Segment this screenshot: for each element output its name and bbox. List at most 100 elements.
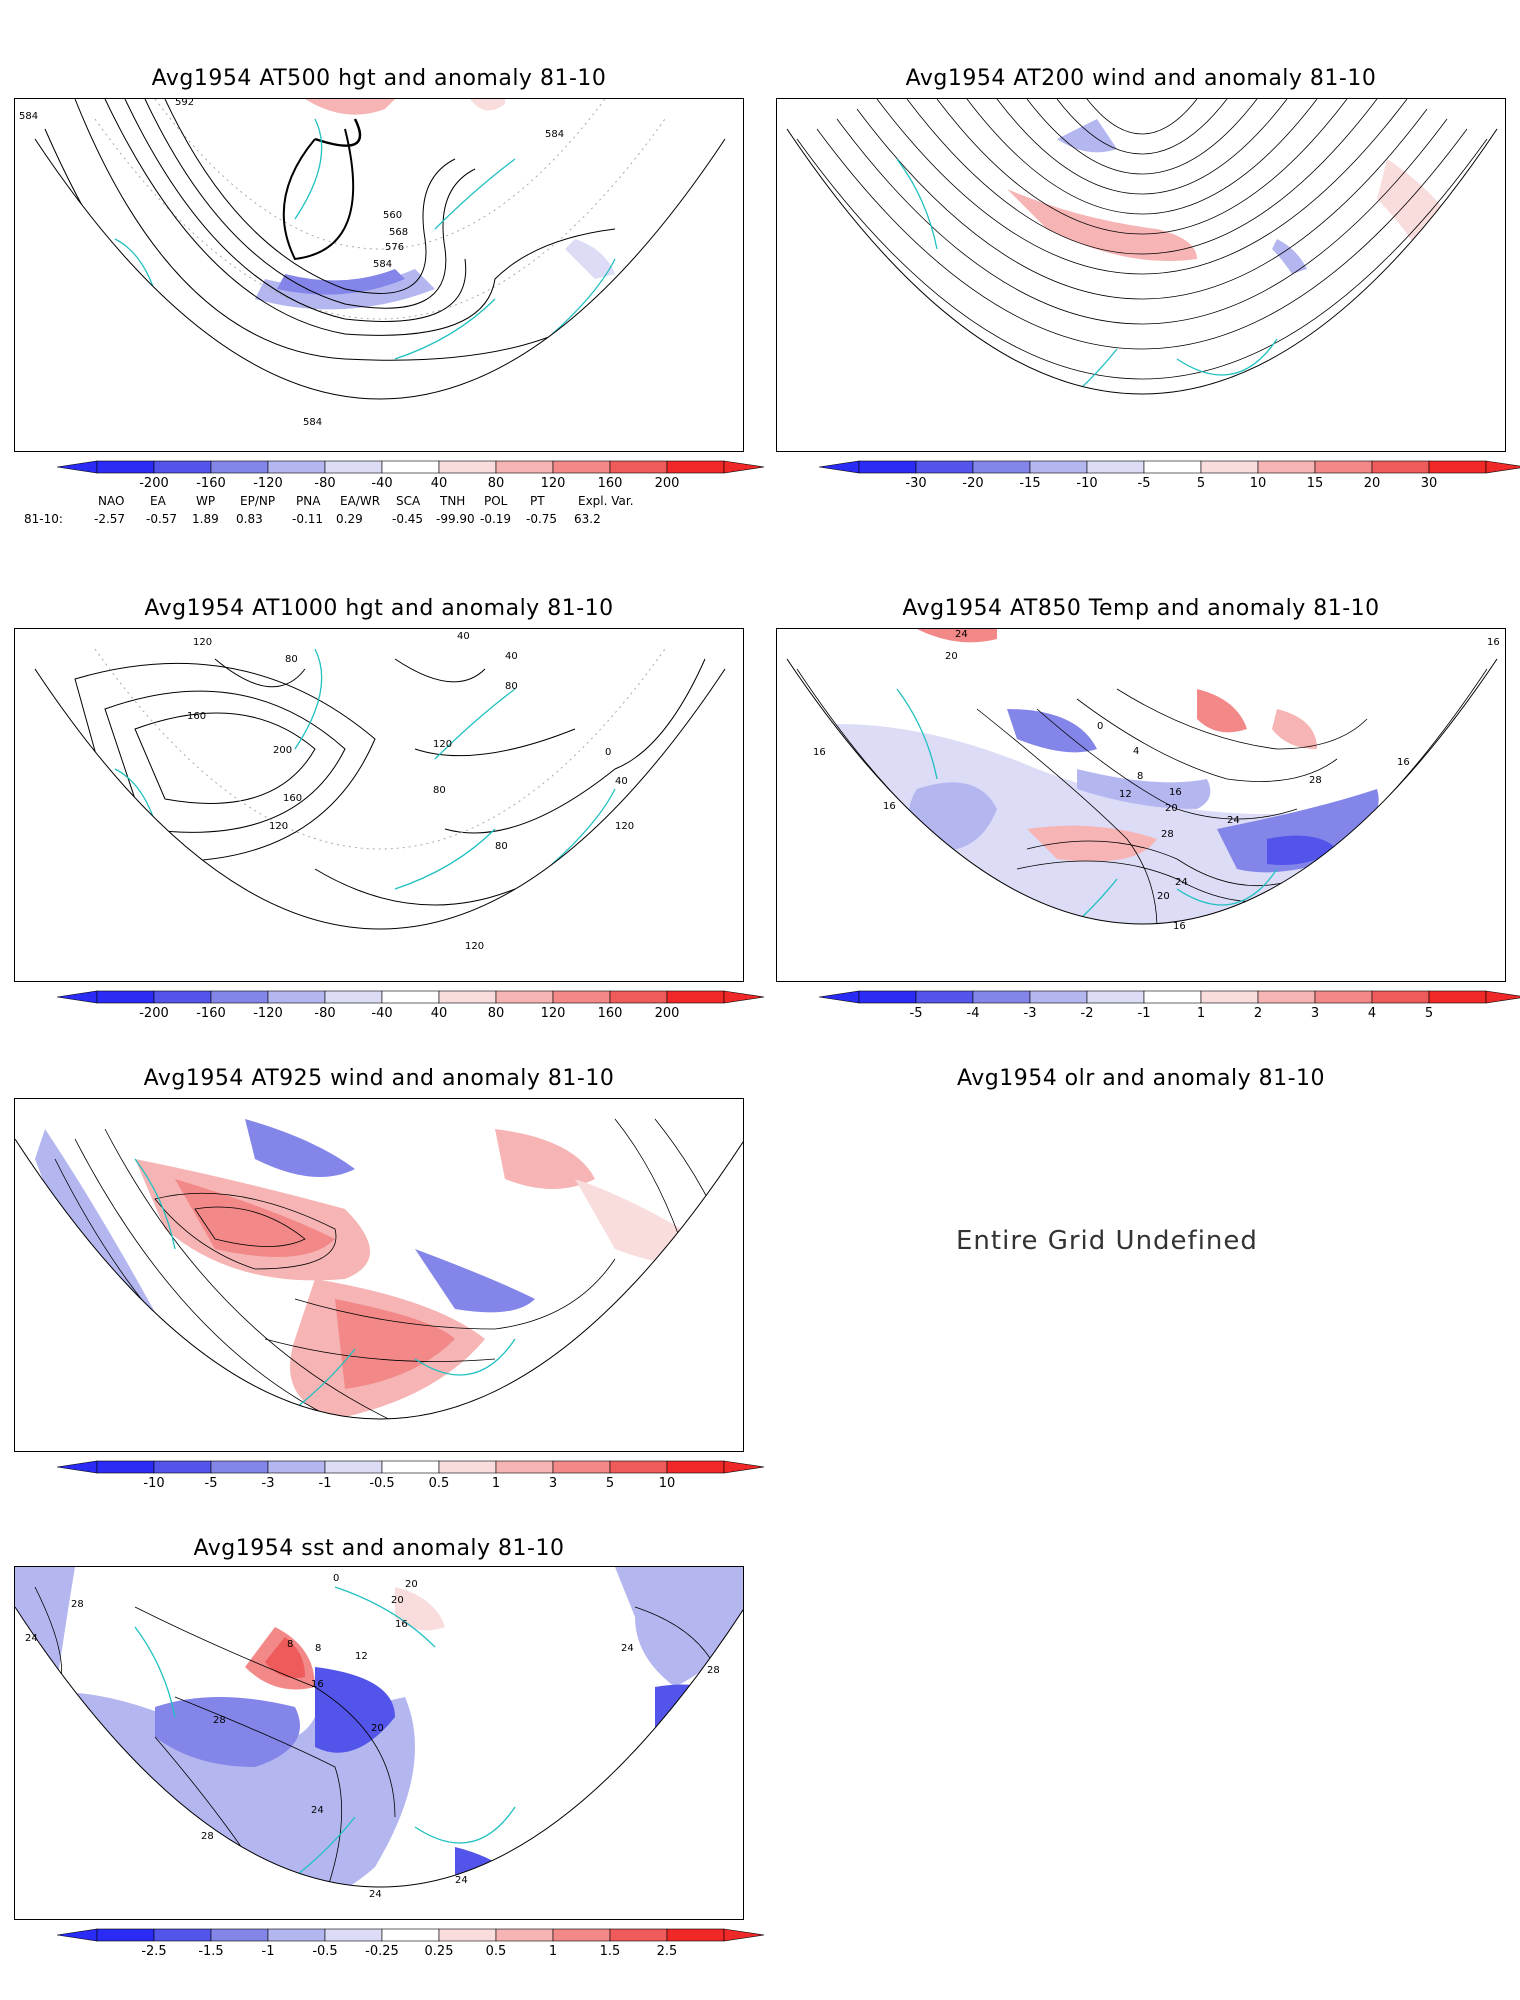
contour-label: 0 — [605, 747, 611, 758]
colorbar-tick-label: 1 — [491, 1476, 501, 1491]
panel-title-sst: Avg1954 sst and anomaly 81-10 — [193, 1536, 565, 1561]
colorbar-segment — [1086, 990, 1145, 1004]
colorbar-segment — [1257, 460, 1316, 474]
contour-label: 80 — [505, 681, 518, 692]
colorbar-segment — [210, 460, 269, 474]
colorbar-at200: -30 -20 -15 -10 -5 5 10 15 20 30 — [818, 460, 1520, 491]
colorbar-low-arrow — [56, 990, 98, 1004]
teleconnection-value: -0.75 — [526, 512, 558, 526]
colorbar-segment — [324, 1460, 383, 1474]
colorbar-segment — [381, 1928, 440, 1942]
colorbar-segment — [438, 1460, 497, 1474]
teleconnection-header: TNH — [440, 494, 466, 508]
colorbar-segment — [324, 460, 383, 474]
teleconnection-header: POL — [484, 494, 508, 508]
map-sst: 28 24 8 8 12 16 16 20 20 24 24 28 28 28 … — [14, 1566, 744, 1920]
colorbar-at925: -10 -5 -3 -1 -0.5 0.5 1 3 5 10 — [56, 1460, 765, 1491]
contour-label: 12 — [355, 1651, 368, 1662]
colorbar-tick-label: -1 — [261, 1944, 275, 1959]
contour-label: 8 — [1137, 771, 1143, 782]
colorbar-tick-label: 1 — [548, 1944, 558, 1959]
map-svg-sst: 28 24 8 8 12 16 16 20 20 24 24 28 28 28 … — [15, 1567, 743, 1900]
colorbar-at850: -5 -4 -3 -2 -1 1 2 3 4 5 — [818, 990, 1520, 1021]
colorbar-segment — [267, 990, 326, 1004]
colorbar-tick-label: -200 — [139, 1006, 169, 1021]
colorbar-tick-label: -0.5 — [369, 1476, 395, 1491]
teleconnection-table: NAO EA WP EP/NP PNA EA/WR SCA TNH POL PT Expl. Var… — [0, 494, 760, 534]
contour-label: 28 — [1309, 775, 1322, 786]
colorbar-segment — [381, 990, 440, 1004]
contour-label: 28 — [71, 1599, 84, 1610]
colorbar-tick-label: -4 — [966, 1006, 980, 1021]
colorbar-tick-label: -5 — [1137, 476, 1151, 491]
teleconnection-header: PT — [530, 494, 545, 508]
teleconnection-value: 0.83 — [236, 512, 263, 526]
colorbar-tick-labels: -5 -4 -3 -2 -1 1 2 3 4 5 — [818, 1006, 1520, 1022]
colorbar-tick-label: -5 — [909, 1006, 923, 1021]
colorbar-tick-labels: -10 -5 -3 -1 -0.5 0.5 1 3 5 10 — [56, 1476, 763, 1492]
colorbar-high-arrow — [1485, 460, 1520, 474]
colorbar-high-arrow — [1485, 990, 1520, 1004]
colorbar-tick-label: 200 — [654, 476, 680, 491]
teleconnection-value: -0.19 — [480, 512, 512, 526]
colorbar-tick-label: 40 — [430, 476, 448, 491]
colorbar-segment — [1314, 990, 1373, 1004]
colorbar-low-arrow — [56, 1460, 98, 1474]
colorbar-segment — [609, 990, 668, 1004]
teleconnection-value: -2.57 — [94, 512, 126, 526]
colorbar-segment — [96, 990, 155, 1004]
contour-label: 16 — [883, 801, 896, 812]
contour-label: 584 — [303, 417, 322, 428]
colorbar-segment — [210, 1460, 269, 1474]
colorbar-tick-label: 40 — [430, 1006, 448, 1021]
colorbar-tick-label: -160 — [196, 476, 226, 491]
colorbar-tick-label: -10 — [1076, 476, 1098, 491]
panel-title-at1000: Avg1954 AT1000 hgt and anomaly 81-10 — [144, 596, 614, 621]
contour-label: 40 — [505, 651, 518, 662]
contour-label: 16 — [813, 747, 826, 758]
panel-title-at500: Avg1954 AT500 hgt and anomaly 81-10 — [151, 66, 607, 91]
colorbar-segment — [666, 1460, 725, 1474]
colorbar-segment — [153, 990, 212, 1004]
colorbar-tick-label: 4 — [1367, 1006, 1377, 1021]
colorbar-segment — [1200, 990, 1259, 1004]
teleconnection-header: EA/WR — [340, 494, 381, 508]
map-svg-at500: 592 544 552 560 568 576 584 584 584 584 — [19, 99, 726, 428]
contour-label: 584 — [373, 259, 392, 270]
colorbar-segment — [1086, 460, 1145, 474]
colorbar-segment — [1428, 990, 1487, 1004]
teleconnection-value: 0.29 — [336, 512, 363, 526]
contour-label: 0 — [333, 1573, 339, 1584]
contour-label: 24 — [1227, 815, 1240, 826]
teleconnection-value: 63.2 — [574, 512, 601, 526]
colorbar-segment — [1200, 460, 1259, 474]
colorbar-tick-label: 2.5 — [656, 1944, 678, 1959]
colorbar-tick-label: 5 — [605, 1476, 615, 1491]
colorbar-sst: -2.5 -1.5 -1 -0.5 -0.25 0.25 0.5 1 1.5 2.5 — [56, 1928, 765, 1959]
colorbar-tick-labels: -200 -160 -120 -80 -40 40 80 120 160 200 — [56, 476, 763, 492]
colorbar-segment — [210, 990, 269, 1004]
map-at500: 592 544 552 560 568 576 584 584 584 584 — [14, 98, 744, 452]
map-at850: 24 20 16 16 0 4 8 12 16 20 28 24 28 16 2… — [776, 628, 1506, 982]
colorbar-svg — [818, 990, 1520, 1004]
colorbar-segment — [1143, 460, 1202, 474]
colorbar-tick-label: 5 — [1196, 476, 1206, 491]
contour-label: 8 — [287, 1639, 293, 1650]
colorbar-segment — [972, 990, 1031, 1004]
teleconnection-value: -0.45 — [392, 512, 424, 526]
colorbar-segment — [1029, 460, 1088, 474]
colorbar-segment — [858, 460, 917, 474]
contour-label: 20 — [945, 651, 958, 662]
contour-label: 12 — [1119, 789, 1132, 800]
colorbar-segment — [972, 460, 1031, 474]
map-at925 — [14, 1098, 744, 1452]
olr-undefined-message: Entire Grid Undefined — [956, 1226, 1258, 1256]
colorbar-tick-label: -30 — [905, 476, 927, 491]
colorbar-svg — [818, 460, 1520, 474]
contour-label: 592 — [175, 99, 194, 108]
colorbar-svg — [56, 1928, 765, 1942]
map-svg-at200 — [777, 99, 1498, 395]
contour-label: 24 — [455, 1875, 468, 1886]
colorbar-segment — [381, 1460, 440, 1474]
map-svg-at1000: 120 80 40 40 80 160 200 160 120 120 80 1… — [34, 631, 726, 952]
